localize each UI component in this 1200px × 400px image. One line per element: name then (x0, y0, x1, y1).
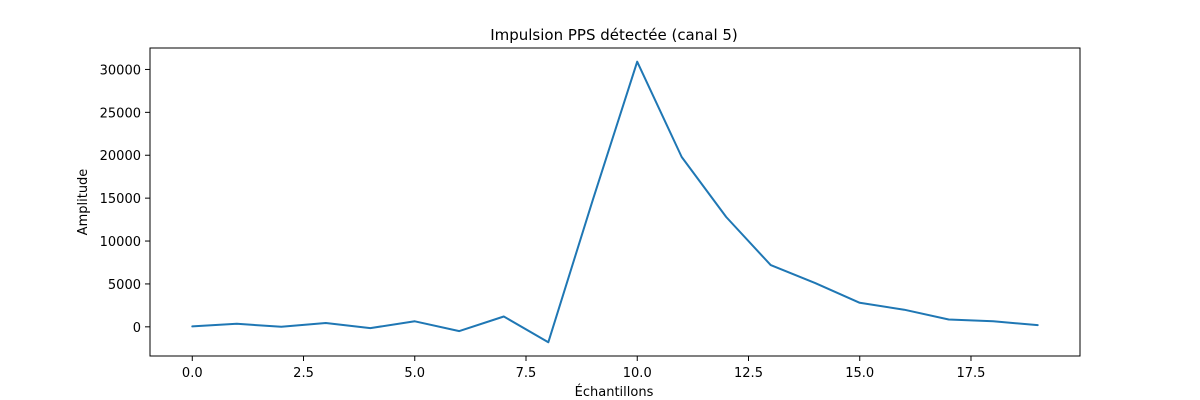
x-tick-label: 17.5 (957, 366, 986, 381)
plot-area: 0.0 2.5 5.0 7.5 10.0 12.5 15.0 17.5 0 5000 10000 15… (100, 60, 1039, 381)
x-tick-label: 0.0 (182, 366, 203, 381)
chart-title: Impulsion PPS détectée (canal 5) (490, 26, 738, 44)
x-axis-title: Échantillons (575, 384, 654, 400)
y-tick-label: 30000 (100, 63, 141, 78)
x-tick-label: 5.0 (404, 366, 425, 381)
y-tick-label: 15000 (100, 192, 141, 207)
y-tick-label: 5000 (108, 278, 141, 293)
y-tick-label: 25000 (100, 106, 141, 121)
series-line (191, 60, 1039, 344)
plot-frame (149, 47, 1081, 357)
y-tick-label: 20000 (100, 149, 141, 164)
y-tick-label: 0 (133, 321, 141, 336)
x-tick-label: 10.0 (623, 366, 652, 381)
y-tick-label: 10000 (100, 235, 141, 250)
y-axis-title: Amplitude (76, 169, 91, 236)
x-tick-label: 15.0 (845, 366, 874, 381)
x-tick-label: 7.5 (516, 366, 537, 381)
x-tick-label: 12.5 (734, 366, 763, 381)
x-tick-label: 2.5 (293, 366, 314, 381)
